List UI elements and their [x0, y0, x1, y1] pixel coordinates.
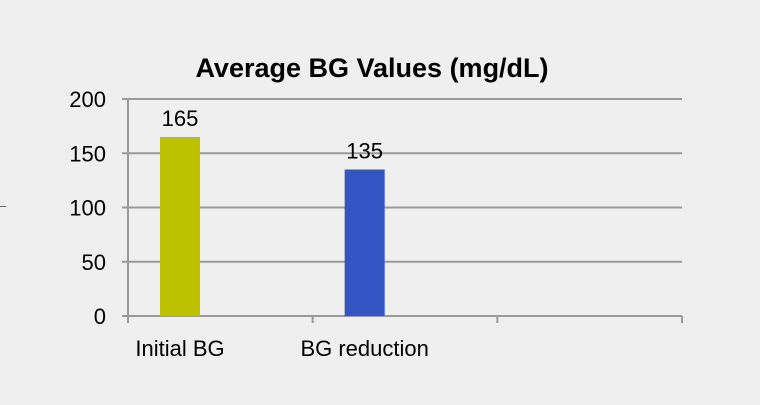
bar: [344, 169, 385, 316]
category-label: Initial BG: [135, 336, 224, 361]
bars: [160, 136, 385, 316]
edge-tick-mark: [0, 206, 6, 207]
y-axis-ticks: 0 50 100 150 200: [69, 87, 128, 329]
gridlines: [128, 98, 682, 263]
x-axis-categories: Initial BG BG reduction: [135, 336, 429, 361]
axes: [122, 99, 683, 323]
category-label: BG reduction: [300, 336, 428, 361]
data-label: 135: [346, 139, 383, 164]
y-tick-label: 0: [94, 304, 106, 329]
y-tick-label: 200: [69, 87, 106, 112]
data-labels: 165 135: [162, 106, 383, 164]
chart-title: Average BG Values (mg/dL): [195, 53, 548, 83]
y-tick-label: 50: [82, 250, 106, 275]
y-tick-label: 100: [69, 196, 106, 221]
data-label: 165: [162, 106, 199, 131]
bar: [160, 136, 200, 316]
y-tick-label: 150: [69, 141, 106, 166]
